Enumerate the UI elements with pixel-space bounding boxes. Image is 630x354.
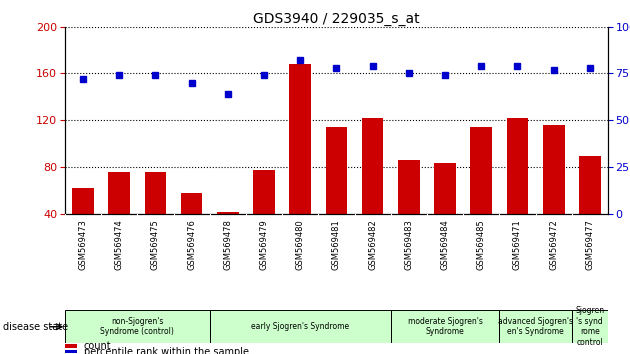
Bar <box>72 188 94 214</box>
Text: GSM569471: GSM569471 <box>513 219 522 270</box>
Text: GSM569478: GSM569478 <box>223 219 232 270</box>
Text: GSM569483: GSM569483 <box>404 219 413 270</box>
Bar <box>391 310 500 343</box>
Text: GSM569480: GSM569480 <box>295 219 305 270</box>
Bar <box>65 310 210 343</box>
Bar <box>289 64 311 214</box>
Bar <box>362 118 384 214</box>
Bar <box>217 212 239 214</box>
Text: Sjogren
's synd
rome
control: Sjogren 's synd rome control <box>575 307 604 347</box>
Title: GDS3940 / 229035_s_at: GDS3940 / 229035_s_at <box>253 12 420 25</box>
Text: advanced Sjogren's
en's Syndrome: advanced Sjogren's en's Syndrome <box>498 317 573 336</box>
Bar <box>500 310 572 343</box>
Bar <box>253 170 275 214</box>
Text: GSM569485: GSM569485 <box>477 219 486 270</box>
Text: count: count <box>84 341 112 351</box>
Text: GSM569472: GSM569472 <box>549 219 558 270</box>
Bar <box>181 193 202 214</box>
Bar <box>210 310 391 343</box>
Text: GSM569482: GSM569482 <box>368 219 377 270</box>
Text: GSM569481: GSM569481 <box>332 219 341 270</box>
Bar <box>326 127 347 214</box>
Text: GSM569473: GSM569473 <box>79 219 88 270</box>
Text: GSM569479: GSM569479 <box>260 219 268 270</box>
Bar <box>507 118 529 214</box>
Bar <box>65 344 77 348</box>
Bar <box>572 310 608 343</box>
Bar <box>65 350 77 353</box>
Bar <box>543 125 564 214</box>
Text: GSM569474: GSM569474 <box>115 219 123 270</box>
Text: early Sjogren's Syndrome: early Sjogren's Syndrome <box>251 322 349 331</box>
Bar <box>579 155 601 214</box>
Text: GSM569477: GSM569477 <box>585 219 594 270</box>
Text: non-Sjogren's
Syndrome (control): non-Sjogren's Syndrome (control) <box>100 317 175 336</box>
Text: GSM569476: GSM569476 <box>187 219 196 270</box>
Text: disease state: disease state <box>3 322 68 332</box>
Text: percentile rank within the sample: percentile rank within the sample <box>84 347 249 354</box>
Text: GSM569475: GSM569475 <box>151 219 160 270</box>
Bar <box>144 172 166 214</box>
Text: GSM569484: GSM569484 <box>440 219 450 270</box>
Bar <box>108 172 130 214</box>
Bar <box>434 162 456 214</box>
Bar <box>398 160 420 214</box>
Bar <box>471 127 492 214</box>
Text: moderate Sjogren's
Syndrome: moderate Sjogren's Syndrome <box>408 317 483 336</box>
